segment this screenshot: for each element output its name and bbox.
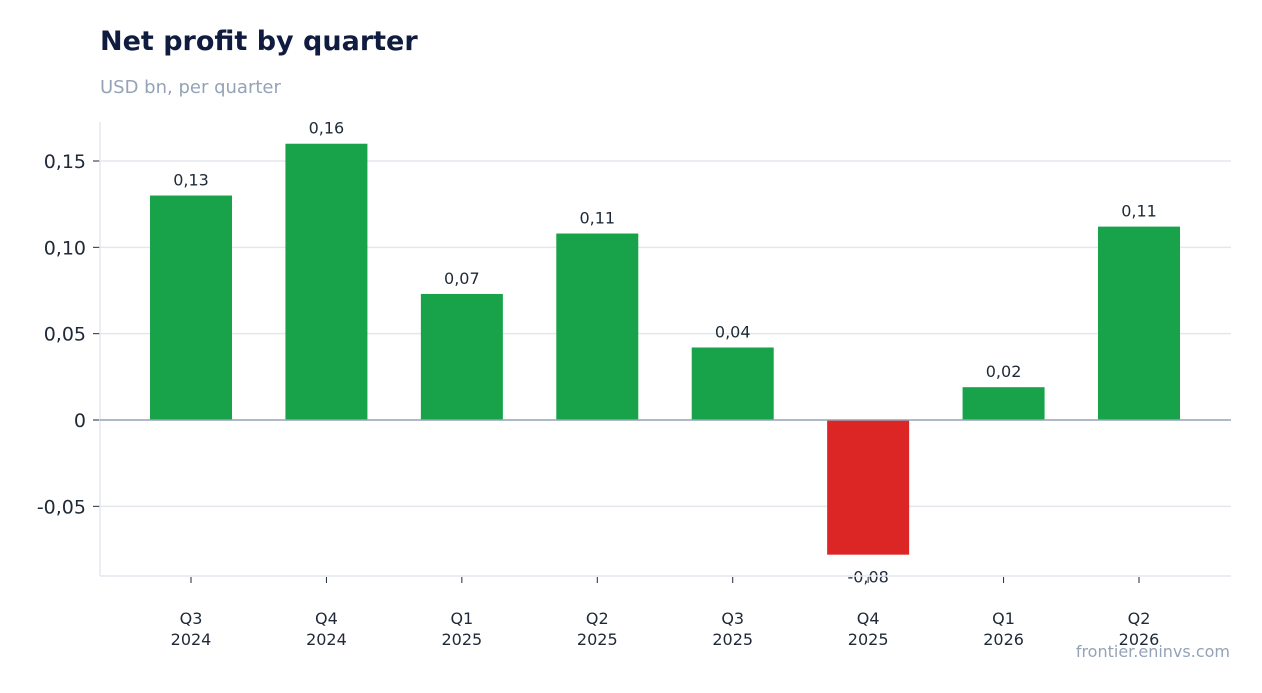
chart-subtitle: USD bn, per quarter (100, 77, 281, 98)
data-label: 0,13 (173, 171, 209, 190)
data-label: 0,11 (1121, 202, 1157, 221)
x-tick-label: Q2 2026 (1119, 609, 1160, 649)
y-tick-label: 0,05 (44, 324, 86, 346)
data-labels: 0,130,160,070,110,04-0,080,020,11 (173, 119, 1157, 587)
x-tick-label: Q4 2024 (306, 609, 347, 649)
x-tick-label: Q2 2025 (577, 609, 618, 649)
gridlines (100, 160, 1231, 508)
data-label: 0,07 (444, 269, 480, 288)
y-tick-label: 0,15 (44, 151, 86, 173)
bars (150, 143, 1180, 555)
y-tick-label: 0 (74, 410, 86, 432)
data-label: 0,11 (579, 209, 615, 228)
x-tick-label: Q1 2026 (983, 609, 1024, 649)
data-label: 0,16 (309, 119, 345, 138)
bar (285, 143, 368, 420)
x-tick-label: Q3 2024 (171, 609, 212, 649)
bar (691, 347, 774, 420)
bar (962, 387, 1045, 420)
axes: -0,05 0 0,05 0,10 0,15 Q3 2024 Q4 2024 Q1 2025 Q2 20… (37, 122, 1231, 649)
source-credit: frontier.eninvs.com (1075, 642, 1230, 661)
y-tick-label: 0,10 (44, 237, 86, 259)
data-label: 0,04 (715, 322, 751, 341)
x-tick-label: Q4 2025 (848, 609, 889, 649)
y-tick-label: -0,05 (37, 496, 86, 518)
bar (1098, 226, 1180, 420)
bar (150, 195, 232, 420)
data-label: 0,02 (986, 362, 1022, 381)
x-tick-label: Q1 2025 (441, 609, 482, 649)
x-tick-label: Q3 2025 (712, 609, 753, 649)
bar (556, 233, 639, 420)
bar (827, 420, 910, 555)
bar (420, 293, 503, 420)
chart-title: Net profit by quarter (100, 26, 418, 57)
